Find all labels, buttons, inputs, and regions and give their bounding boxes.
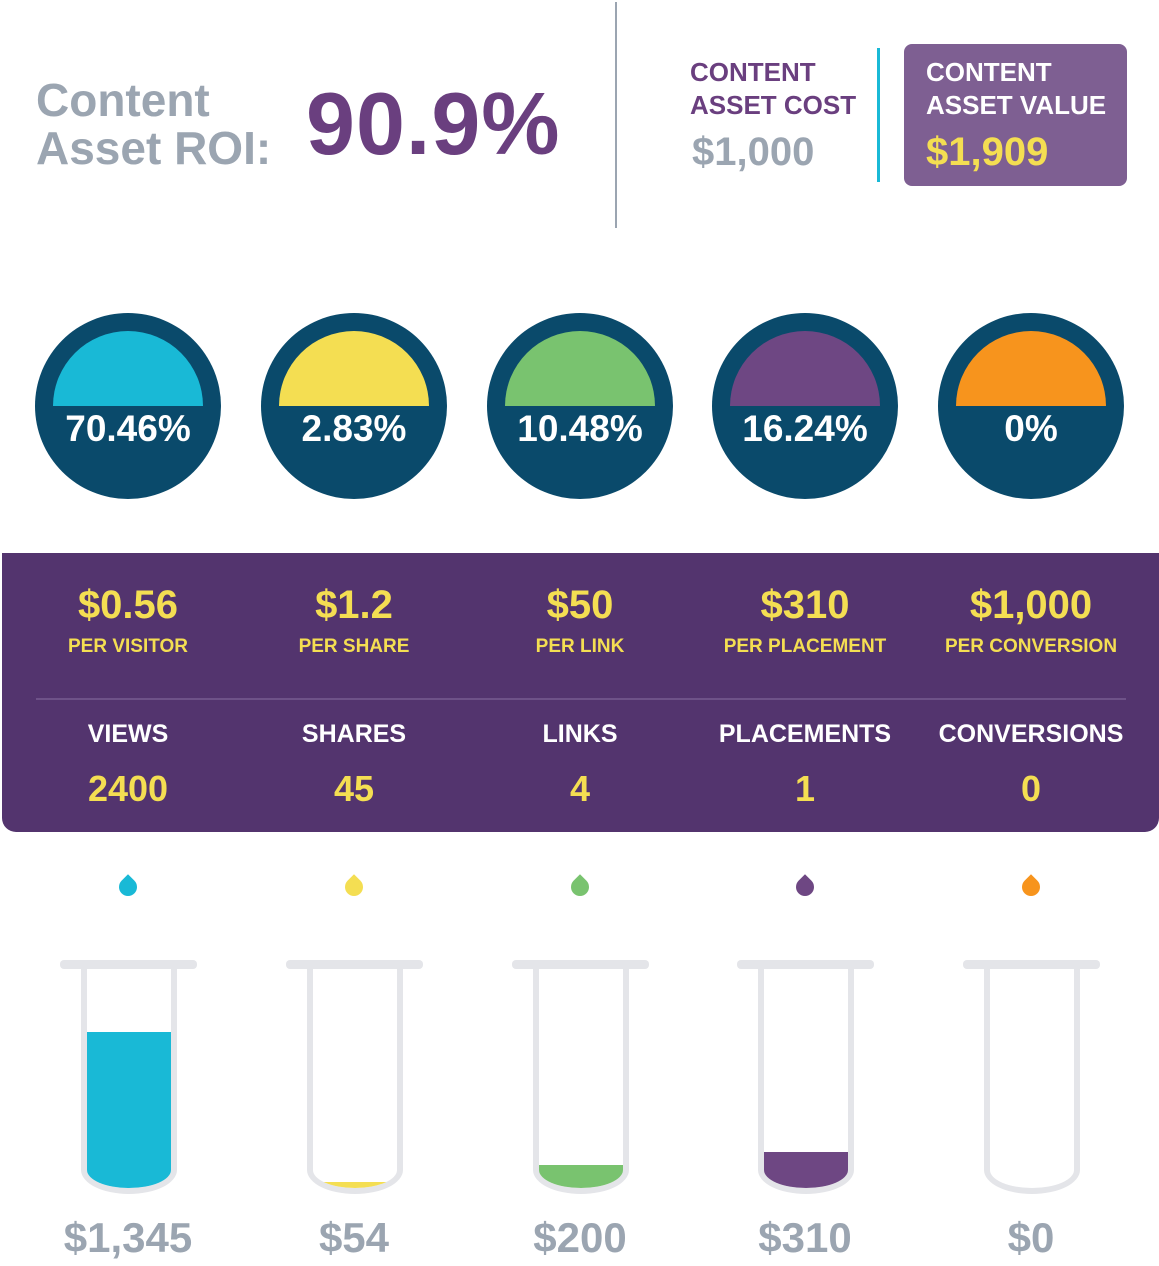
rate-unit: PER VISITOR — [67, 636, 188, 657]
value-box: CONTENT ASSET VALUE $1,909 — [904, 44, 1127, 186]
test-tube — [737, 960, 874, 1200]
value-value: $1,909 — [926, 130, 1049, 174]
gauge-percent: 70.46% — [65, 408, 191, 449]
tube-body — [533, 966, 629, 1194]
metric-label: CONVERSIONS — [938, 720, 1124, 748]
gauge-fill — [53, 331, 203, 406]
metric-count: 45 — [333, 768, 375, 809]
tube-fill — [539, 1164, 623, 1188]
rate-value: $1.2 — [315, 583, 393, 627]
test-tube — [60, 960, 197, 1200]
value-label: CONTENT ASSET VALUE — [926, 57, 1107, 120]
metric-count: 4 — [569, 768, 591, 809]
tube-lip — [963, 960, 1100, 969]
tube-body — [758, 966, 854, 1194]
percent-gauge: 16.24% — [712, 313, 898, 499]
rate-value: $50 — [546, 583, 614, 627]
rate-value: $0.56 — [77, 583, 179, 627]
cost-label: CONTENT ASSET COST — [690, 57, 857, 120]
tube-body — [984, 966, 1080, 1194]
test-tube — [512, 960, 649, 1200]
tube-fill — [87, 1031, 171, 1188]
metric-count: 2400 — [87, 768, 169, 809]
percent-gauge: 2.83% — [261, 313, 447, 499]
tube-lip — [512, 960, 649, 969]
divider — [36, 698, 1126, 700]
gauge-percent: 10.48% — [517, 408, 643, 449]
percent-gauge: 70.46% — [35, 313, 221, 499]
gauge-fill — [279, 331, 429, 406]
rate-unit: PER PLACEMENT — [723, 636, 887, 657]
test-tube — [286, 960, 423, 1200]
drop-icon — [567, 874, 593, 900]
drop-icon — [341, 874, 367, 900]
gauge-percent: 16.24% — [742, 408, 868, 449]
gauge-fill — [956, 331, 1106, 406]
percent-gauge: 0% — [938, 313, 1124, 499]
tube-lip — [737, 960, 874, 969]
tube-value: $54 — [318, 1214, 390, 1261]
tube-fill — [313, 1181, 397, 1188]
tube-value: $310 — [758, 1214, 852, 1261]
tube-body — [307, 966, 403, 1194]
tube-body — [81, 966, 177, 1194]
metric-count: 1 — [794, 768, 816, 809]
rate-unit: PER LINK — [535, 636, 625, 657]
tube-value: $0 — [1007, 1214, 1055, 1261]
test-tube — [963, 960, 1100, 1200]
drop-icon — [115, 874, 141, 900]
metric-label: LINKS — [542, 720, 618, 748]
rate-value: $1,000 — [969, 583, 1093, 627]
percent-gauge: 10.48% — [487, 313, 673, 499]
gauge-fill — [730, 331, 880, 406]
divider — [877, 48, 880, 182]
tube-fill — [764, 1151, 848, 1188]
rate-unit: PER SHARE — [298, 636, 410, 657]
cost-value: $1,000 — [692, 130, 815, 174]
metric-count: 0 — [1020, 768, 1042, 809]
gauge-fill — [505, 331, 655, 406]
metrics-band — [2, 553, 1159, 832]
metric-label: VIEWS — [87, 720, 169, 748]
drop-icon — [792, 874, 818, 900]
tube-lip — [60, 960, 197, 969]
roi-label: Content Asset ROI: — [36, 74, 272, 174]
gauge-percent: 2.83% — [301, 408, 407, 449]
tube-lip — [286, 960, 423, 969]
divider — [615, 2, 617, 228]
roi-value: 90.9% — [306, 74, 561, 173]
metric-label: SHARES — [301, 720, 407, 748]
rate-unit: PER CONVERSION — [944, 636, 1118, 657]
drop-icon — [1018, 874, 1044, 900]
tube-value: $1,345 — [63, 1214, 193, 1261]
metric-label: PLACEMENTS — [718, 720, 892, 748]
gauge-percent: 0% — [1004, 408, 1058, 449]
rate-value: $310 — [760, 583, 850, 627]
tube-value: $200 — [533, 1214, 627, 1261]
